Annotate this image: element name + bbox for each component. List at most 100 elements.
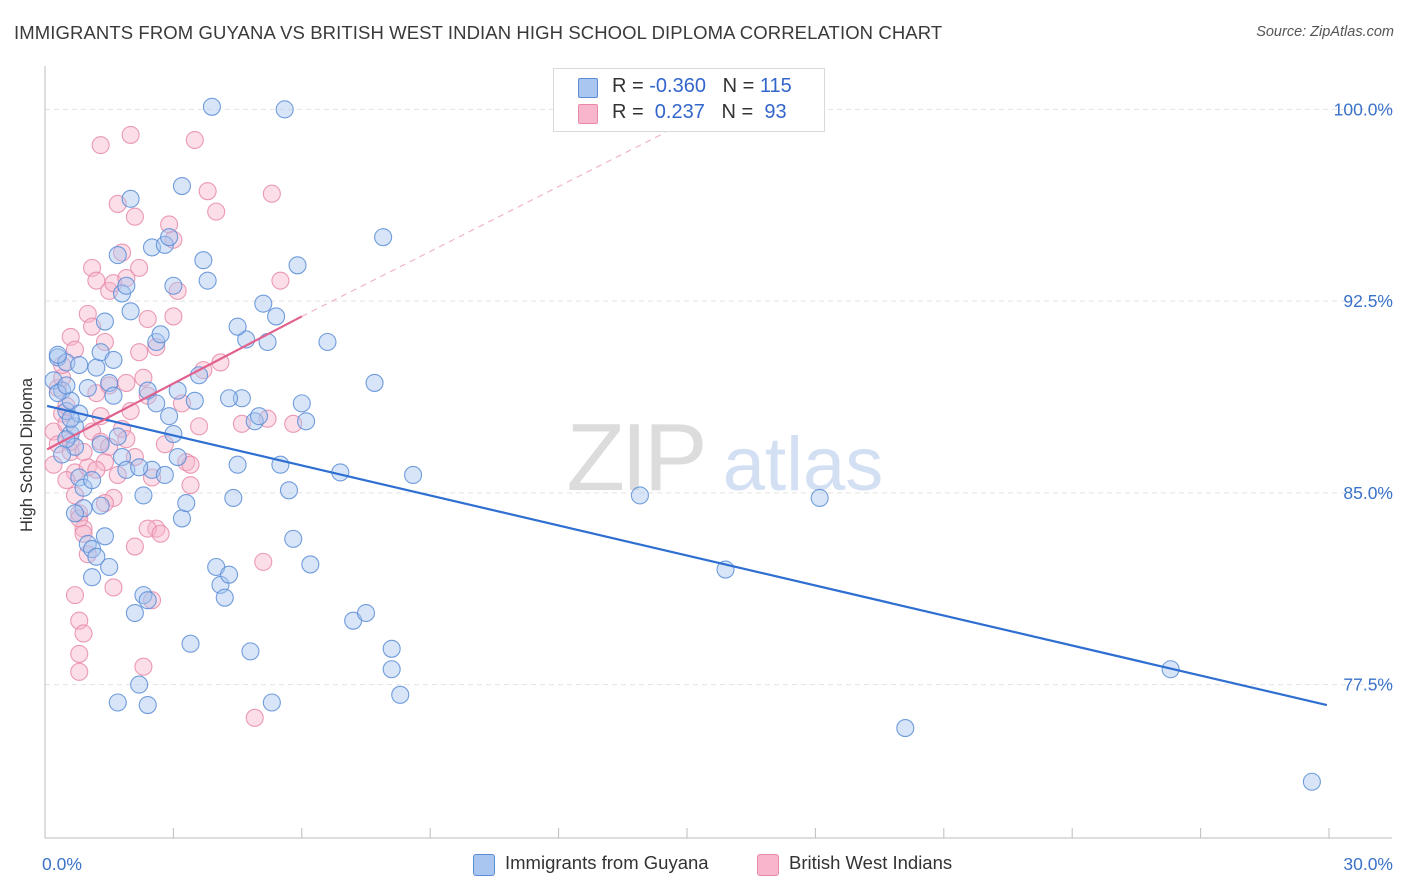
data-point bbox=[254, 552, 273, 571]
legend-swatch-blue bbox=[473, 854, 495, 876]
data-point bbox=[356, 603, 376, 623]
data-point bbox=[896, 719, 915, 738]
data-point bbox=[198, 182, 217, 201]
data-point bbox=[70, 662, 89, 681]
data-point bbox=[228, 455, 247, 474]
data-point bbox=[95, 527, 114, 546]
data-point bbox=[382, 660, 401, 679]
data-point bbox=[198, 271, 217, 290]
data-point bbox=[271, 271, 290, 290]
data-point bbox=[142, 591, 162, 610]
data-point bbox=[70, 355, 89, 375]
data-point bbox=[125, 537, 144, 556]
y-tick-label: 92.5% bbox=[1343, 291, 1393, 311]
trend-line-pink bbox=[46, 315, 303, 451]
data-point bbox=[65, 504, 85, 523]
y-tick-label: 85.0% bbox=[1343, 483, 1393, 503]
x-tick-label: 0.0% bbox=[42, 854, 82, 874]
data-point bbox=[267, 307, 286, 326]
n-value: 93 bbox=[758, 101, 787, 123]
data-point bbox=[104, 578, 123, 597]
data-point bbox=[181, 634, 200, 653]
data-point bbox=[138, 696, 157, 715]
data-point bbox=[254, 294, 273, 313]
data-point bbox=[168, 448, 187, 467]
data-point bbox=[224, 488, 243, 508]
data-point bbox=[297, 412, 316, 431]
data-point bbox=[74, 524, 93, 543]
data-point bbox=[177, 494, 196, 513]
data-point bbox=[160, 228, 179, 247]
data-point bbox=[172, 177, 192, 196]
data-point bbox=[275, 100, 294, 119]
trend-line-blue bbox=[46, 404, 1328, 707]
data-point bbox=[374, 228, 393, 247]
data-point bbox=[74, 624, 93, 643]
data-point bbox=[194, 251, 213, 270]
data-point bbox=[134, 657, 153, 676]
data-point bbox=[365, 373, 384, 392]
data-point bbox=[1302, 772, 1321, 791]
tick-labels: 77.5% 85.0% 92.5% 100.0% 0.0% 30.0% bbox=[42, 99, 1393, 874]
data-point bbox=[108, 246, 127, 265]
data-point bbox=[288, 256, 307, 275]
data-point bbox=[91, 435, 110, 454]
data-point bbox=[185, 391, 204, 410]
trend-line-extension bbox=[301, 131, 666, 317]
watermark-atlas: atlas bbox=[723, 422, 884, 507]
data-point bbox=[121, 125, 140, 144]
data-point bbox=[160, 407, 179, 426]
data-point bbox=[404, 465, 423, 485]
data-point bbox=[121, 189, 140, 208]
data-point bbox=[108, 693, 127, 712]
data-point bbox=[292, 394, 311, 413]
data-point bbox=[87, 547, 106, 566]
y-axis-label: High School Diploma bbox=[18, 377, 36, 533]
y-tick-label: 100.0% bbox=[1334, 99, 1393, 119]
data-point bbox=[53, 445, 72, 464]
data-point bbox=[95, 312, 114, 331]
data-point bbox=[91, 136, 110, 155]
data-point bbox=[155, 465, 174, 485]
data-point bbox=[207, 202, 226, 221]
data-point bbox=[190, 417, 209, 436]
data-point bbox=[117, 373, 136, 392]
trend-lines bbox=[46, 131, 1328, 707]
data-point bbox=[91, 496, 110, 515]
legend-swatch-pink bbox=[578, 104, 598, 124]
data-point bbox=[125, 603, 144, 623]
watermark-zip: ZIP bbox=[566, 404, 703, 511]
data-point bbox=[134, 486, 153, 505]
legend-swatch-pink bbox=[757, 854, 779, 876]
data-point bbox=[164, 307, 183, 326]
data-point bbox=[172, 509, 192, 528]
data-point bbox=[164, 276, 183, 295]
data-point bbox=[104, 350, 123, 369]
n-label: N = bbox=[721, 101, 759, 123]
data-point bbox=[151, 325, 170, 344]
n-value: 115 bbox=[759, 75, 792, 97]
r-value: 0.237 bbox=[649, 101, 705, 123]
legend-label: Immigrants from Guyana bbox=[505, 852, 709, 873]
stats-legend: R = -0.360 N = 115 R = 0.237 N = 93 bbox=[553, 68, 825, 132]
data-point bbox=[78, 378, 97, 398]
data-point bbox=[279, 481, 299, 500]
data-point bbox=[65, 586, 85, 605]
data-point bbox=[284, 529, 303, 548]
data-point bbox=[130, 458, 149, 477]
legend-label: British West Indians bbox=[789, 852, 953, 873]
data-point bbox=[228, 317, 247, 336]
data-point bbox=[318, 332, 337, 352]
data-point bbox=[61, 409, 80, 428]
data-point bbox=[810, 488, 829, 508]
data-point bbox=[130, 343, 149, 362]
data-point bbox=[249, 407, 269, 426]
data-point bbox=[57, 376, 76, 395]
data-point bbox=[138, 591, 157, 610]
data-point bbox=[87, 358, 106, 377]
axes bbox=[44, 66, 1392, 839]
r-value: -0.360 bbox=[649, 75, 706, 97]
data-point bbox=[181, 476, 200, 495]
data-point bbox=[262, 693, 281, 712]
